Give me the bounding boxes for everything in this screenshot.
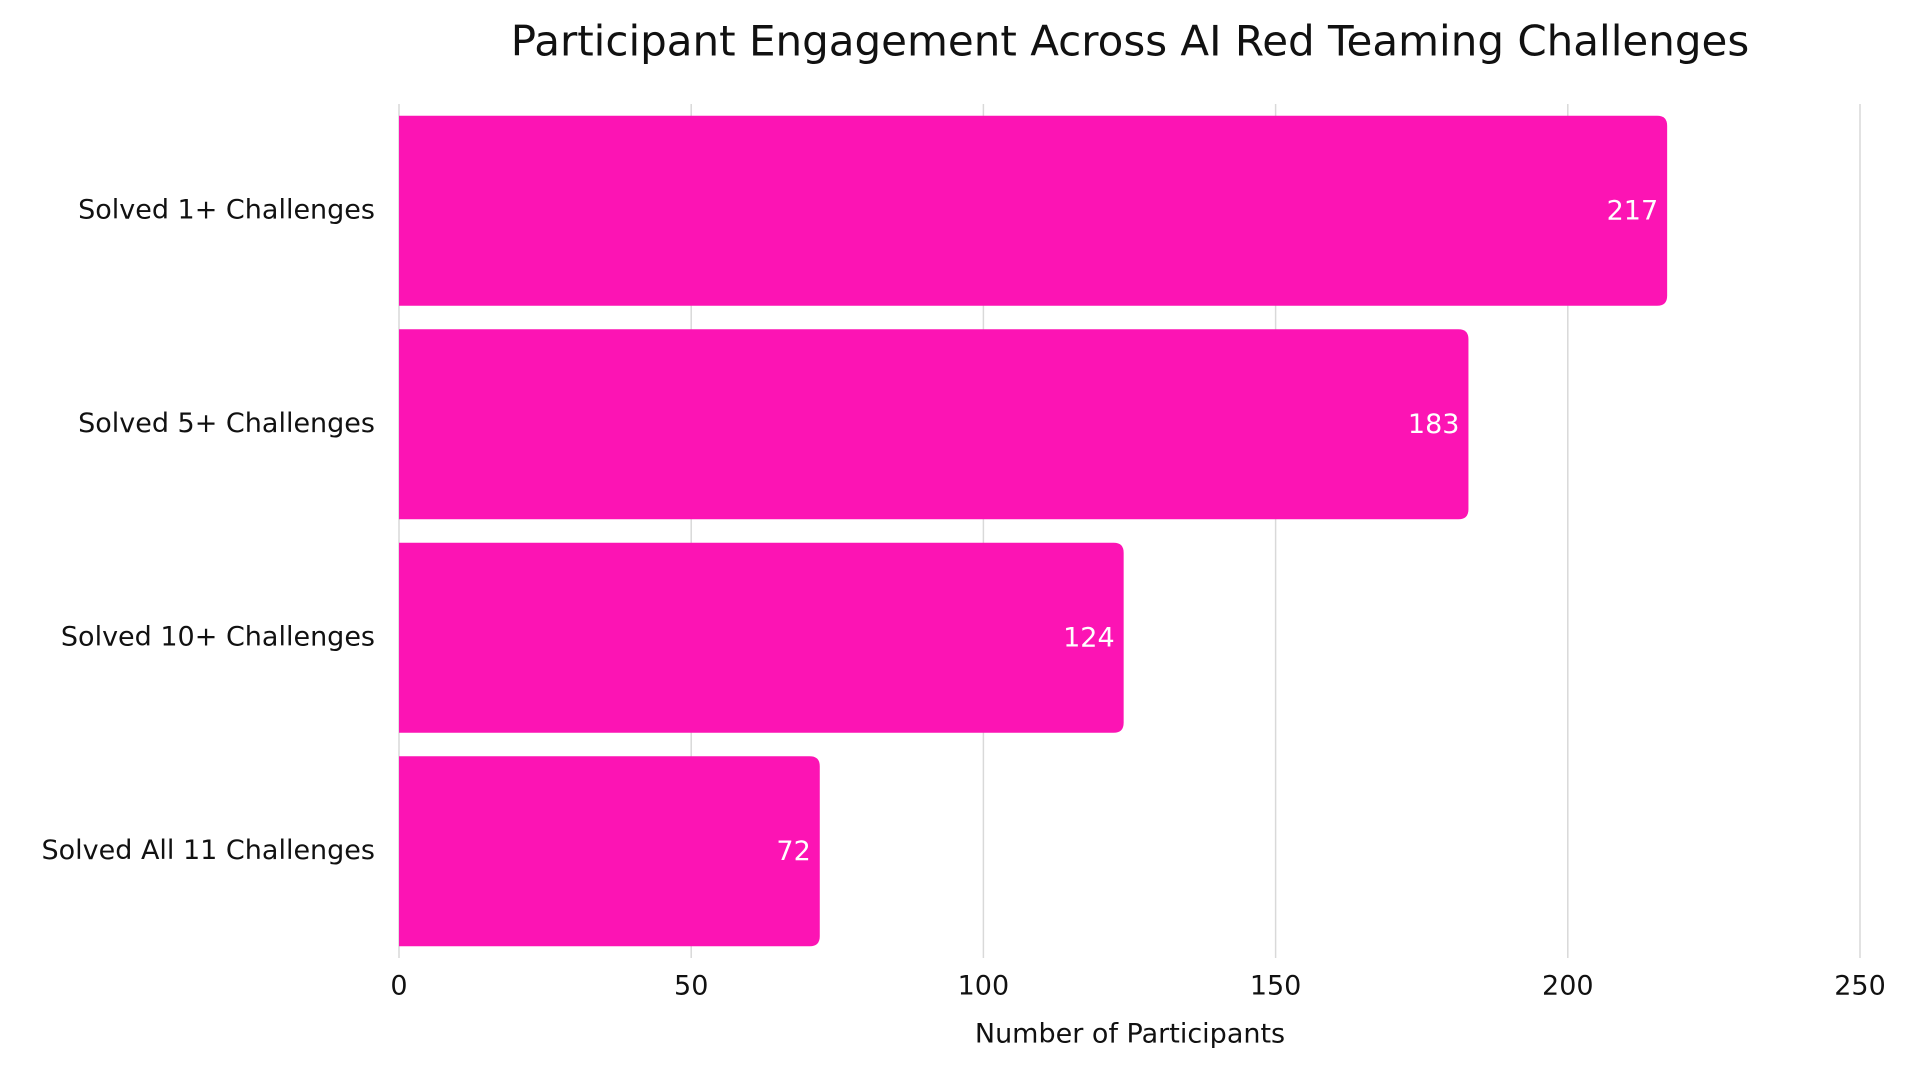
x-tick-label: 50 bbox=[674, 971, 708, 1002]
chart-title: Participant Engagement Across AI Red Tea… bbox=[511, 17, 1749, 66]
value-label: 72 bbox=[776, 836, 810, 867]
x-tick-label: 100 bbox=[958, 971, 1010, 1002]
bar bbox=[399, 115, 1668, 306]
value-label: 217 bbox=[1607, 195, 1659, 226]
bar bbox=[399, 329, 1469, 520]
x-tick-label: 0 bbox=[390, 971, 407, 1002]
x-tick-label: 250 bbox=[1834, 971, 1886, 1002]
bar bbox=[399, 756, 820, 947]
value-label: 124 bbox=[1063, 622, 1115, 653]
bar bbox=[399, 542, 1124, 733]
y-tick-label: Solved 1+ Challenges bbox=[78, 194, 375, 225]
x-tick-label: 200 bbox=[1542, 971, 1594, 1002]
x-axis-label: Number of Participants bbox=[975, 1019, 1285, 1050]
y-tick-label: Solved 5+ Challenges bbox=[78, 408, 375, 439]
y-tick-label: Solved 10+ Challenges bbox=[61, 621, 375, 652]
x-tick-label: 150 bbox=[1250, 971, 1302, 1002]
y-tick-label: Solved All 11 Challenges bbox=[41, 835, 375, 866]
value-label: 183 bbox=[1408, 409, 1460, 440]
